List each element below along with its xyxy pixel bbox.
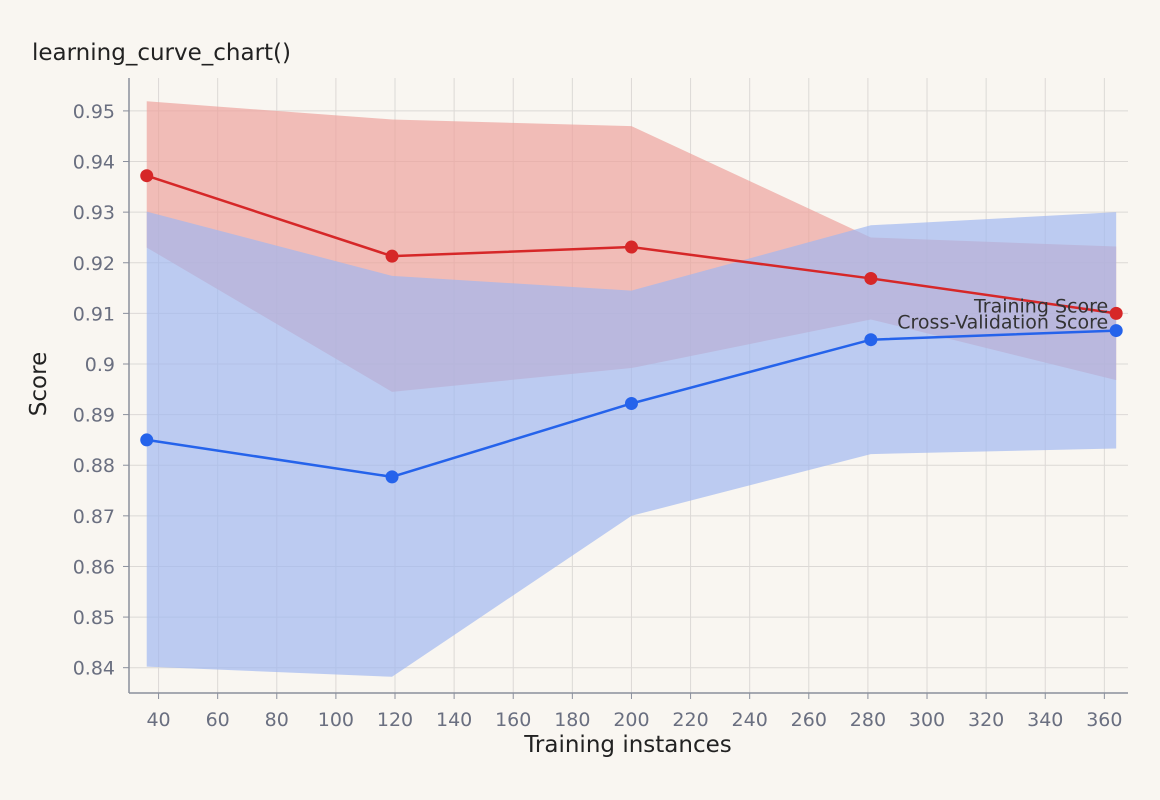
cross-validation-score-label: Cross-Validation Score — [897, 312, 1108, 334]
chart-title: learning_curve_chart() — [32, 40, 292, 66]
x-tick-label: 200 — [613, 709, 649, 731]
x-tick-label: 180 — [554, 709, 590, 731]
x-tick-label: 120 — [377, 709, 413, 731]
x-tick-label: 320 — [968, 709, 1004, 731]
y-tick-label: 0.91 — [73, 303, 115, 325]
y-tick-label: 0.89 — [73, 405, 115, 427]
x-tick-label: 260 — [791, 709, 827, 731]
y-tick-label: 0.92 — [73, 253, 115, 275]
y-tick-label: 0.9 — [85, 354, 115, 376]
x-axis-title: Training instances — [523, 732, 731, 758]
y-tick-label: 0.88 — [73, 455, 115, 477]
training-score-point — [864, 271, 878, 285]
x-tick-label: 80 — [265, 709, 289, 731]
x-tick-label: 240 — [732, 709, 768, 731]
cross-validation-score-point — [385, 470, 399, 484]
x-tick-label: 280 — [850, 709, 886, 731]
cross-validation-score-point — [140, 433, 154, 447]
cross-validation-score-point — [1109, 324, 1123, 338]
x-tick-label: 160 — [495, 709, 531, 731]
x-tick-label: 140 — [436, 709, 472, 731]
training-score-point — [1109, 306, 1123, 320]
cross-validation-score-point — [624, 396, 638, 410]
training-score-point — [624, 240, 638, 254]
series-points — [140, 169, 1123, 484]
training-score-label: Training Score — [973, 295, 1108, 317]
training-score-point — [140, 169, 154, 183]
y-axis-title: Score — [26, 352, 52, 416]
axes: 40 60 80 100 120 140 160 180 200 220 240 260 280 300 3… — [73, 78, 1128, 731]
x-tick-label: 100 — [318, 709, 354, 731]
x-tick-label: 220 — [672, 709, 708, 731]
training-score-point — [385, 249, 399, 263]
cross-validation-score-band — [146, 211, 1117, 677]
y-tick-label: 0.84 — [73, 658, 115, 680]
y-tick-label: 0.86 — [73, 556, 115, 578]
x-tick-label: 60 — [206, 709, 230, 731]
x-tick-label: 340 — [1027, 709, 1063, 731]
x-tick-label: 40 — [146, 709, 170, 731]
y-tick-label: 0.94 — [73, 152, 115, 174]
y-tick-label: 0.87 — [73, 506, 115, 528]
x-tick-label: 360 — [1086, 709, 1122, 731]
x-tick-label: 300 — [909, 709, 945, 731]
y-tick-label: 0.93 — [73, 202, 115, 224]
cross-validation-score-point — [864, 333, 878, 347]
y-tick-label: 0.85 — [73, 607, 115, 629]
y-tick-label: 0.95 — [73, 101, 115, 123]
